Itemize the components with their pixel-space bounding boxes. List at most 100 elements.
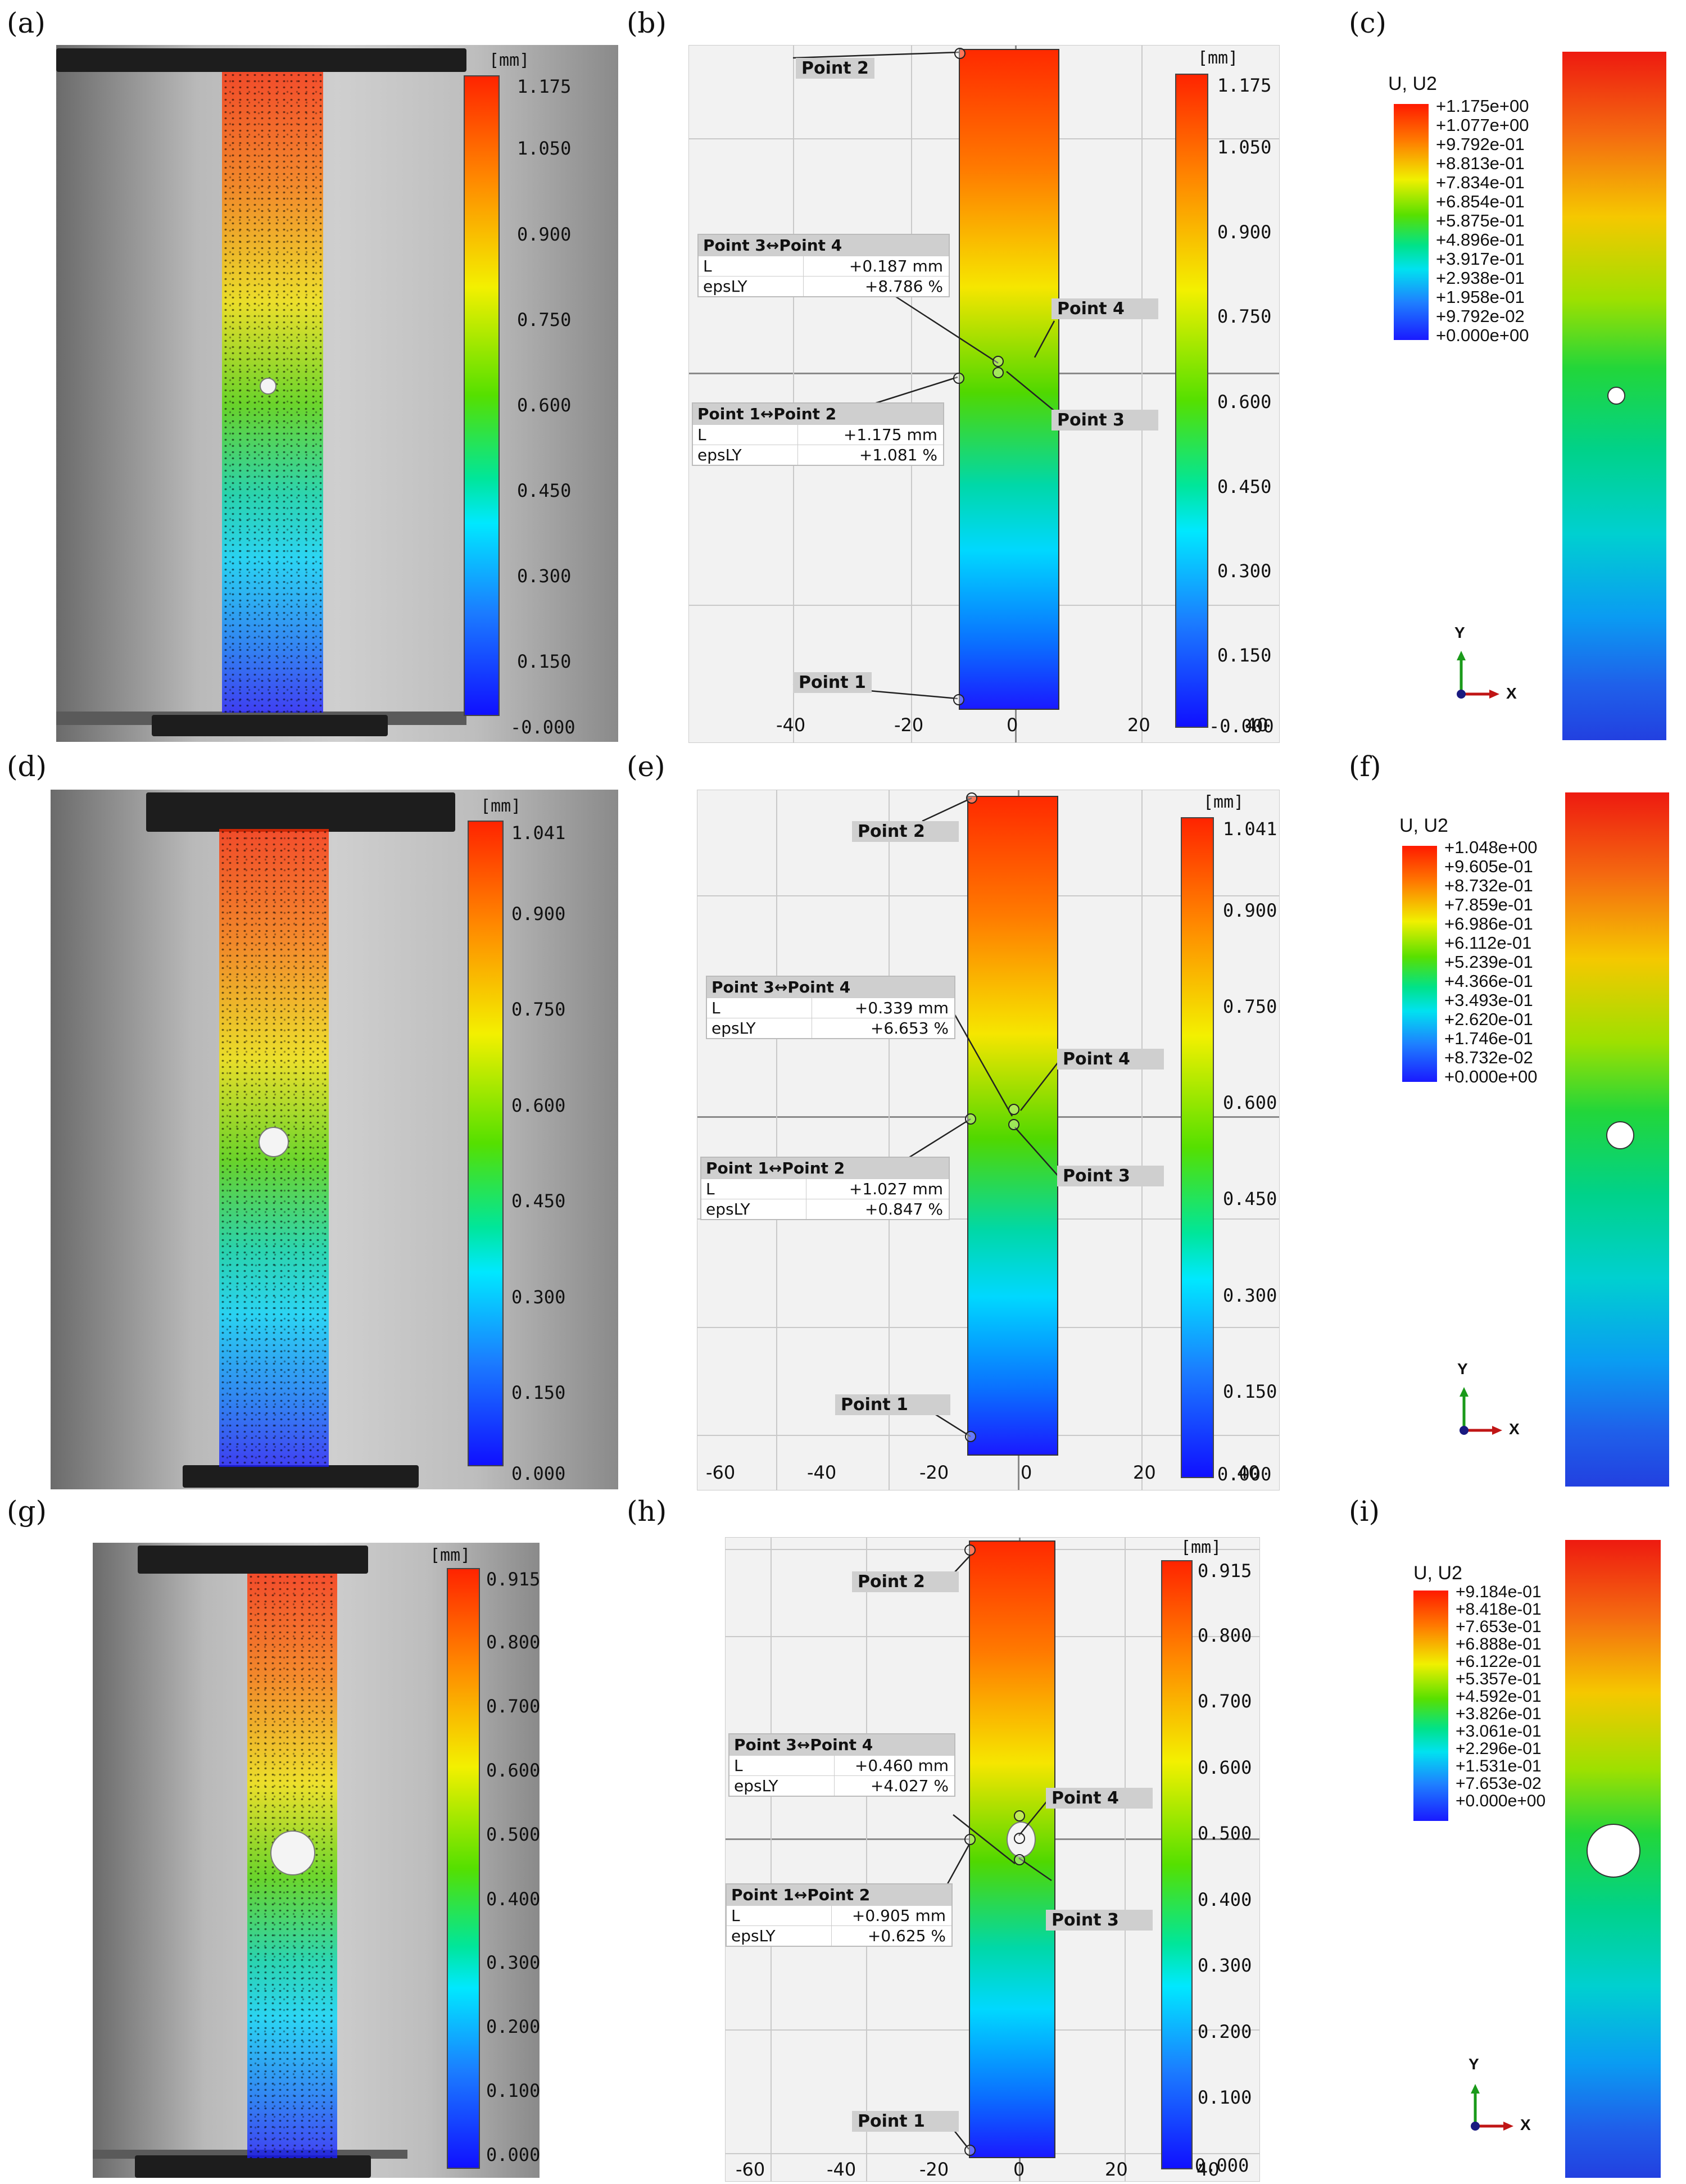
scale-tick: 0.000 <box>1195 2155 1249 2176</box>
leader-lines <box>944 1555 1052 2150</box>
scale-tick: 0.400 <box>486 1888 540 1910</box>
triad-x-label: X <box>1509 1420 1520 1438</box>
scale-tick: 1.175 <box>1217 75 1272 96</box>
specimen-hole <box>1606 1121 1634 1149</box>
color-scale-bar <box>1161 1560 1193 2169</box>
point-marker[interactable] <box>965 1431 976 1442</box>
scale-tick: 0.150 <box>511 1382 566 1403</box>
legend-values: +9.184e-01 +8.418e-01 +7.653e-01 +6.888e-01… <box>1456 1583 1546 1810</box>
fem-panel-i: U, U2 +9.184e-01 +8.418e-01 +7.653e-01 +6.8… <box>1399 1537 1680 2181</box>
scale-tick: 0.300 <box>486 1952 540 1973</box>
scale-tick: 0.450 <box>511 1190 566 1212</box>
scale-tick: 1.050 <box>517 138 572 159</box>
point-marker[interactable] <box>992 356 1004 367</box>
scale-tick: 0.300 <box>511 1286 566 1308</box>
dic-panel-e: -60 -40 -20 0 20 40 Point 2 Point 1 Poin… <box>697 790 1280 1490</box>
point-marker[interactable] <box>964 2145 976 2156</box>
point-marker[interactable] <box>964 1544 976 1556</box>
point-4-tag: Point 4 <box>1057 1049 1164 1070</box>
scale-tick: 1.041 <box>1223 818 1277 840</box>
strain-value: +8.786 % <box>864 277 943 296</box>
scale-tick: 0.400 <box>1198 1889 1252 1910</box>
legend-title: U, U2 <box>1399 815 1448 836</box>
point-marker[interactable] <box>953 373 964 384</box>
measurement-table-3-4: Point 3↔Point 4 L +0.187 mm epsLY +8.786 % <box>697 234 950 297</box>
point-marker[interactable] <box>1008 1119 1019 1130</box>
grid-line <box>771 1538 772 2181</box>
x-tick: 40 <box>1245 714 1268 736</box>
scale-tick: 0.200 <box>486 2016 540 2037</box>
color-scale-bar <box>1175 74 1208 728</box>
point-2-tag: Point 2 <box>852 1571 959 1592</box>
scale-tick: 0.300 <box>517 565 572 587</box>
grid-line <box>889 790 890 1490</box>
scale-tick: 0.100 <box>1198 2087 1252 2108</box>
x-tick: 40 <box>1237 1462 1260 1483</box>
measurement-title: Point 1↔Point 2 <box>727 1884 951 1905</box>
legend-color-bar <box>1394 104 1429 340</box>
point-3-tag: Point 3 <box>1052 410 1158 431</box>
grid-line <box>776 790 777 1490</box>
x-tick: 20 <box>1127 714 1150 736</box>
unit-label: [mm] <box>1181 1538 1222 1557</box>
length-value: +1.175 mm <box>843 425 937 444</box>
x-tick: -20 <box>919 2159 949 2180</box>
point-4-tag: Point 4 <box>1046 1788 1153 1809</box>
scale-tick: 0.700 <box>486 1696 540 1717</box>
point-marker[interactable] <box>992 367 1004 378</box>
triad-x-label: X <box>1520 2116 1531 2133</box>
point-marker[interactable] <box>1014 1854 1025 1865</box>
specimen-hole <box>1607 387 1625 405</box>
legend-color-bar <box>1402 846 1437 1082</box>
strain-value: +1.081 % <box>859 446 937 464</box>
strain-key: epsLY <box>727 1926 832 1946</box>
panel-label-b: (b) <box>627 7 667 39</box>
triad-x-label: X <box>1506 685 1517 702</box>
coordinate-triad <box>1460 1387 1502 1435</box>
point-marker[interactable] <box>965 1113 976 1125</box>
scale-tick: 0.150 <box>1217 645 1272 666</box>
scale-tick: 0.700 <box>1198 1691 1252 1712</box>
measurement-table-1-2: Point 1↔Point 2 L +0.905 mm epsLY +0.625 % <box>726 1883 953 1947</box>
scale-tick: 0.600 <box>486 1760 540 1781</box>
measurement-title: Point 3↔Point 4 <box>729 1734 954 1755</box>
specimen-hole <box>1587 1824 1640 1878</box>
length-key: L <box>727 1906 832 1925</box>
triad-y-label: Y <box>1454 624 1465 641</box>
panel-label-g: (g) <box>7 1495 47 1528</box>
strain-key: epsLY <box>699 277 804 296</box>
scale-tick: 0.900 <box>1223 900 1277 921</box>
grid-line <box>793 46 794 742</box>
x-tick: -20 <box>894 714 924 736</box>
point-marker[interactable] <box>1014 1810 1025 1821</box>
x-tick: -40 <box>827 2159 856 2180</box>
scale-tick: -0.000 <box>1209 715 1274 737</box>
triad-y-label: Y <box>1469 2055 1479 2073</box>
point-marker[interactable] <box>953 694 964 705</box>
scale-tick: -0.000 <box>510 717 575 738</box>
unit-label: [mm] <box>430 1546 471 1565</box>
unit-label: [mm] <box>1203 792 1244 812</box>
point-4-tag: Point 4 <box>1052 298 1158 319</box>
legend-title: U, U2 <box>1413 1562 1462 1584</box>
strain-value: +0.847 % <box>864 1200 943 1218</box>
panel-label-h: (h) <box>627 1495 667 1528</box>
point-marker[interactable] <box>954 48 966 59</box>
top-grip <box>56 48 466 72</box>
coordinate-triad <box>1457 651 1499 699</box>
strain-key: epsLY <box>729 1776 835 1796</box>
point-marker[interactable] <box>966 792 977 804</box>
specimen-hole <box>259 1127 289 1157</box>
grid-line <box>911 46 912 742</box>
scale-tick: 0.600 <box>1217 391 1272 413</box>
fem-panel-c: U, U2 +1.175e+00 +1.077e+00 +9.792e-01 +8.8… <box>1388 45 1680 742</box>
color-scale-bar <box>447 1568 480 2169</box>
point-marker[interactable] <box>1014 1833 1025 1844</box>
strain-value: +6.653 % <box>870 1019 949 1037</box>
point-marker[interactable] <box>964 1834 976 1845</box>
grid-line <box>866 1538 867 2181</box>
unit-label: [mm] <box>481 796 522 816</box>
x-tick: -40 <box>776 714 806 736</box>
point-marker[interactable] <box>1008 1104 1019 1115</box>
triad-y-label: Y <box>1457 1360 1468 1378</box>
